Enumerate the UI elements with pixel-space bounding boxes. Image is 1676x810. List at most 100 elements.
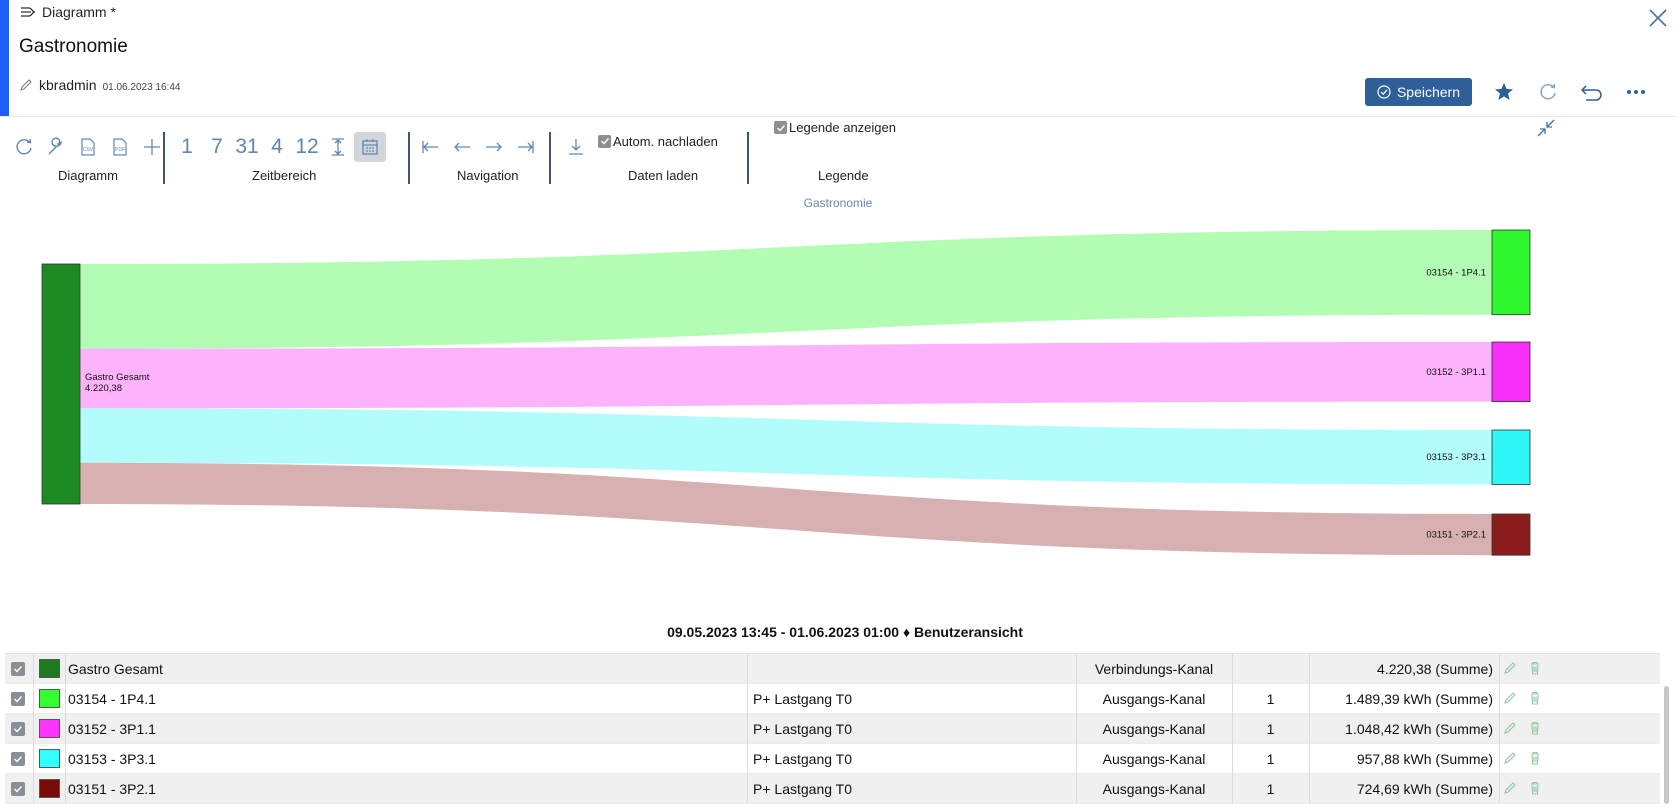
show-legend-checkbox[interactable]: Legende anzeigen xyxy=(774,120,896,135)
row-visibility-checkbox[interactable] xyxy=(11,692,25,706)
meta-info: kbradmin 01.06.2023 16:44 xyxy=(19,77,180,93)
refresh-icon[interactable] xyxy=(1536,80,1560,104)
csv-export-icon[interactable]: CSV xyxy=(72,132,104,162)
time-range-31-button[interactable]: 31 xyxy=(235,135,259,158)
nav-next-icon[interactable] xyxy=(478,132,510,162)
pencil-icon xyxy=(20,79,32,91)
channel-name: Gastro Gesamt xyxy=(68,661,163,677)
channel-type: P+ Lastgang T0 xyxy=(753,781,852,797)
color-swatch[interactable] xyxy=(39,719,60,738)
pdf-export-icon[interactable]: PDF xyxy=(104,132,136,162)
time-range-4-button[interactable]: 4 xyxy=(271,135,283,158)
edit-pencil-icon[interactable] xyxy=(1502,780,1518,796)
autoload-checkbox[interactable]: Autom. nachladen xyxy=(598,134,718,149)
page-title: Gastronomie xyxy=(19,36,128,57)
column-divider xyxy=(1076,684,1077,714)
channel-kind: Ausgangs-Kanal xyxy=(1102,781,1206,797)
color-swatch[interactable] xyxy=(39,689,60,708)
window-title-text: Diagramm * xyxy=(42,4,116,20)
delete-trash-icon[interactable] xyxy=(1527,690,1543,706)
delete-trash-icon[interactable] xyxy=(1527,720,1543,736)
toolbar-diagramm-icons: CSV PDF xyxy=(8,132,168,162)
table-row[interactable]: 03151 - 3P2.1 P+ Lastgang T0 Ausgangs-Kana… xyxy=(5,774,1660,804)
sankey-source-label: Gastro Gesamt xyxy=(85,372,150,383)
channel-sum: 957,88 kWh (Summe) xyxy=(1356,751,1493,767)
channel-kind: Ausgangs-Kanal xyxy=(1102,721,1206,737)
row-visibility-checkbox[interactable] xyxy=(11,722,25,736)
sankey-target-node[interactable] xyxy=(1491,341,1531,403)
download-icon[interactable] xyxy=(560,132,592,162)
calendar-icon[interactable] xyxy=(354,132,386,162)
row-visibility-checkbox[interactable] xyxy=(11,752,25,766)
add-icon[interactable] xyxy=(136,132,168,162)
reload-icon[interactable] xyxy=(8,132,40,162)
table-row[interactable]: 03153 - 3P3.1 P+ Lastgang T0 Ausgangs-Kana… xyxy=(5,744,1660,774)
chart-title: Gastronomie xyxy=(803,196,873,210)
color-swatch[interactable] xyxy=(39,659,60,678)
autoload-label: Autom. nachladen xyxy=(613,133,718,149)
expand-vertical-icon[interactable] xyxy=(322,132,354,162)
group-label-zeitbereich: Zeitbereich xyxy=(252,168,317,183)
sankey-link[interactable] xyxy=(80,462,1492,556)
checkbox-checked-icon xyxy=(14,696,23,703)
column-divider xyxy=(65,684,66,714)
color-swatch[interactable] xyxy=(39,749,60,768)
check-circle-icon xyxy=(1377,85,1391,99)
toolbar-zeitbereich-icons: 1 7 31 4 12 xyxy=(172,132,386,162)
save-button[interactable]: Speichern xyxy=(1364,78,1472,106)
column-divider xyxy=(33,774,34,804)
group-label-navigation: Navigation xyxy=(457,168,519,183)
undo-icon[interactable] xyxy=(1580,80,1604,104)
sankey-target-label: 03153 - 3P3.1 xyxy=(1426,452,1486,463)
more-icon[interactable] xyxy=(1624,80,1648,104)
color-swatch[interactable] xyxy=(39,779,60,798)
sankey-target-node[interactable] xyxy=(1491,429,1531,485)
table-row[interactable]: Gastro Gesamt Verbindungs-Kanal 4.220,38 (… xyxy=(5,654,1660,684)
wrench-icon[interactable] xyxy=(40,132,72,162)
sankey-target-label: 03152 - 3P1.1 xyxy=(1426,367,1486,378)
edit-pencil-icon[interactable] xyxy=(1502,750,1518,766)
svg-text:CSV: CSV xyxy=(83,147,94,153)
sankey-source-node[interactable] xyxy=(41,263,81,505)
column-divider xyxy=(33,684,34,714)
table-row[interactable]: 03154 - 1P4.1 P+ Lastgang T0 Ausgangs-Kana… xyxy=(5,684,1660,714)
collapse-icon[interactable] xyxy=(1536,118,1556,138)
channel-name: 03152 - 3P1.1 xyxy=(68,721,156,737)
accent-bar xyxy=(0,0,9,116)
sankey-link[interactable] xyxy=(80,230,1492,349)
table-row[interactable]: 03152 - 3P1.1 P+ Lastgang T0 Ausgangs-Kana… xyxy=(5,714,1660,744)
toolbar-separator xyxy=(747,132,749,184)
checkbox-checked-icon xyxy=(14,756,23,763)
toolbar-group-daten: Autom. nachladen Daten laden xyxy=(560,126,740,184)
column-divider xyxy=(1232,684,1233,714)
time-range-7-button[interactable]: 7 xyxy=(211,135,223,158)
time-range-1-button[interactable]: 1 xyxy=(181,135,193,158)
toolbar-group-legende: Legende anzeigen Legende xyxy=(774,120,934,184)
edit-pencil-icon[interactable] xyxy=(1502,720,1518,736)
sankey-target-node[interactable] xyxy=(1491,229,1531,316)
delete-trash-icon[interactable] xyxy=(1527,660,1543,676)
show-legend-label: Legende anzeigen xyxy=(789,120,896,135)
row-visibility-checkbox[interactable] xyxy=(11,662,25,676)
time-range-12-button[interactable]: 12 xyxy=(295,135,319,158)
sankey-target-node[interactable] xyxy=(1491,513,1531,556)
nav-last-icon[interactable] xyxy=(510,132,542,162)
column-divider xyxy=(1309,744,1310,774)
sankey-link[interactable] xyxy=(80,342,1492,409)
nav-first-icon[interactable] xyxy=(414,132,446,162)
column-divider xyxy=(1076,714,1077,744)
delete-trash-icon[interactable] xyxy=(1527,780,1543,796)
table-scrollbar[interactable] xyxy=(1664,686,1669,804)
delete-trash-icon[interactable] xyxy=(1527,750,1543,766)
close-icon[interactable] xyxy=(1648,8,1668,28)
edit-pencil-icon[interactable] xyxy=(1502,690,1518,706)
checkbox-checked-icon xyxy=(598,134,611,148)
sankey-link[interactable] xyxy=(80,408,1492,485)
row-visibility-checkbox[interactable] xyxy=(11,782,25,796)
column-divider xyxy=(747,654,748,684)
edit-pencil-icon[interactable] xyxy=(1502,660,1518,676)
toolbar-daten-icons: Autom. nachladen xyxy=(560,132,718,162)
svg-text:PDF: PDF xyxy=(115,147,125,153)
favorite-star-icon[interactable] xyxy=(1492,80,1516,104)
nav-prev-icon[interactable] xyxy=(446,132,478,162)
